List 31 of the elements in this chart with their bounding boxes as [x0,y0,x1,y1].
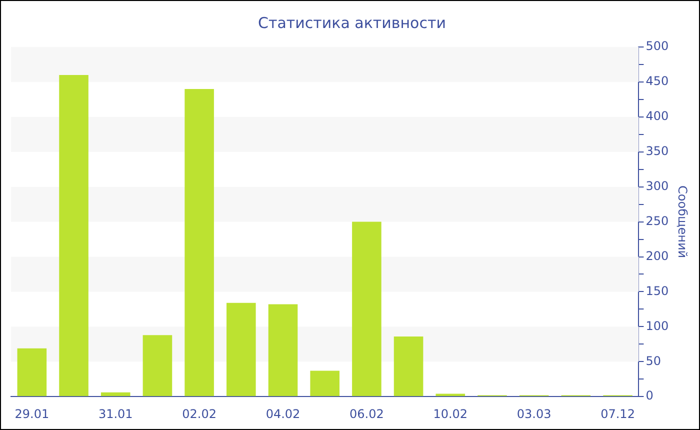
bar [184,88,214,396]
bar [100,392,130,396]
bar [226,302,256,396]
y-tick-label: 0 [646,388,654,403]
y-tick-label: 50 [646,354,661,368]
x-tick-label: 04.02 [266,406,300,421]
x-tick-label: 29.01 [14,406,50,421]
y-axis-title: Сообщений [676,186,690,258]
bar [59,74,88,396]
x-tick-label: 02.02 [182,406,216,421]
y-tick-label: 500 [646,39,669,54]
y-tick-label: 150 [646,284,669,298]
x-tick-label: 06.02 [350,406,384,421]
y-tick-label: 450 [646,74,669,88]
bar [268,304,298,396]
x-tick-label: 31.01 [98,406,133,421]
x-tick-label: 03.03 [516,406,552,421]
x-tick-label: 07.12 [600,406,635,421]
y-tick-label: 100 [646,318,669,333]
y-tick-label: 350 [646,144,669,158]
y-tick-label: 250 [646,214,669,228]
y-tick-label: 200 [646,248,669,263]
bar [17,348,47,396]
y-tick-label: 300 [646,178,669,193]
chart-title: Статистика активности [258,14,446,32]
y-tick-label: 400 [646,109,669,124]
bar [352,222,382,396]
x-tick-label: 10.02 [433,406,468,421]
bar [310,370,340,396]
bar [142,335,172,396]
bar [394,336,424,396]
